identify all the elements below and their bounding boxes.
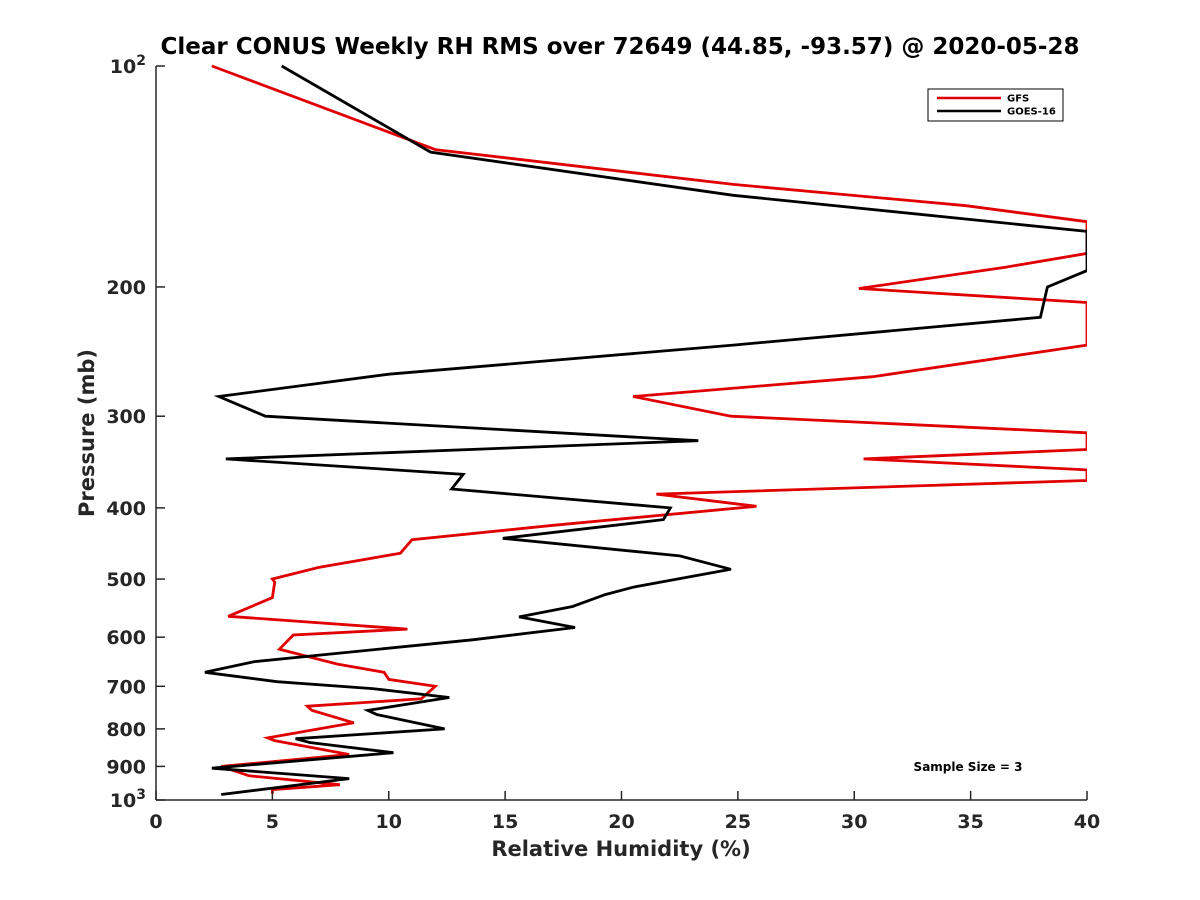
y-axis-label: Pressure (mb)	[75, 349, 99, 517]
x-tick-label: 35	[957, 811, 983, 833]
chart-title: Clear CONUS Weekly RH RMS over 72649 (44…	[161, 34, 1080, 60]
x-tick-label: 10	[376, 811, 402, 833]
y-tick-label: 103	[110, 787, 146, 812]
y-tick-label: 900	[106, 756, 146, 778]
plot-area: 0 5 10 15 20 25 30 35 40 102 200 300 400 500 600 700 800…	[106, 53, 1100, 833]
x-tick-label: 15	[492, 811, 518, 833]
y-tick-label: 400	[106, 498, 146, 520]
y-tick-label: 600	[106, 627, 146, 649]
series-line-gfs	[211, 64, 1087, 794]
legend-label: GOES-16	[1007, 107, 1056, 118]
legend-box	[927, 88, 1064, 122]
x-tick-label: 25	[725, 811, 751, 833]
y-tick-label: 300	[106, 406, 146, 428]
x-tick-label: 40	[1074, 811, 1100, 833]
y-tick-label: 102	[110, 53, 146, 78]
y-tick-label: 800	[106, 719, 146, 741]
y-tick-label: 200	[106, 277, 146, 299]
series-line-goes-16	[204, 64, 1087, 796]
y-tick-label: 700	[106, 676, 146, 698]
sample-size-annotation: Sample Size = 3	[914, 760, 1023, 774]
x-tick-label: 0	[149, 811, 162, 833]
x-axis-label: Relative Humidity (%)	[491, 837, 750, 861]
legend: GFS GOES-16	[927, 88, 1064, 122]
x-tick-label: 5	[266, 811, 279, 833]
legend-label: GFS	[1007, 94, 1029, 105]
x-tick-label: 30	[841, 811, 867, 833]
x-tick-label: 20	[608, 811, 634, 833]
y-tick-label: 500	[106, 569, 146, 591]
